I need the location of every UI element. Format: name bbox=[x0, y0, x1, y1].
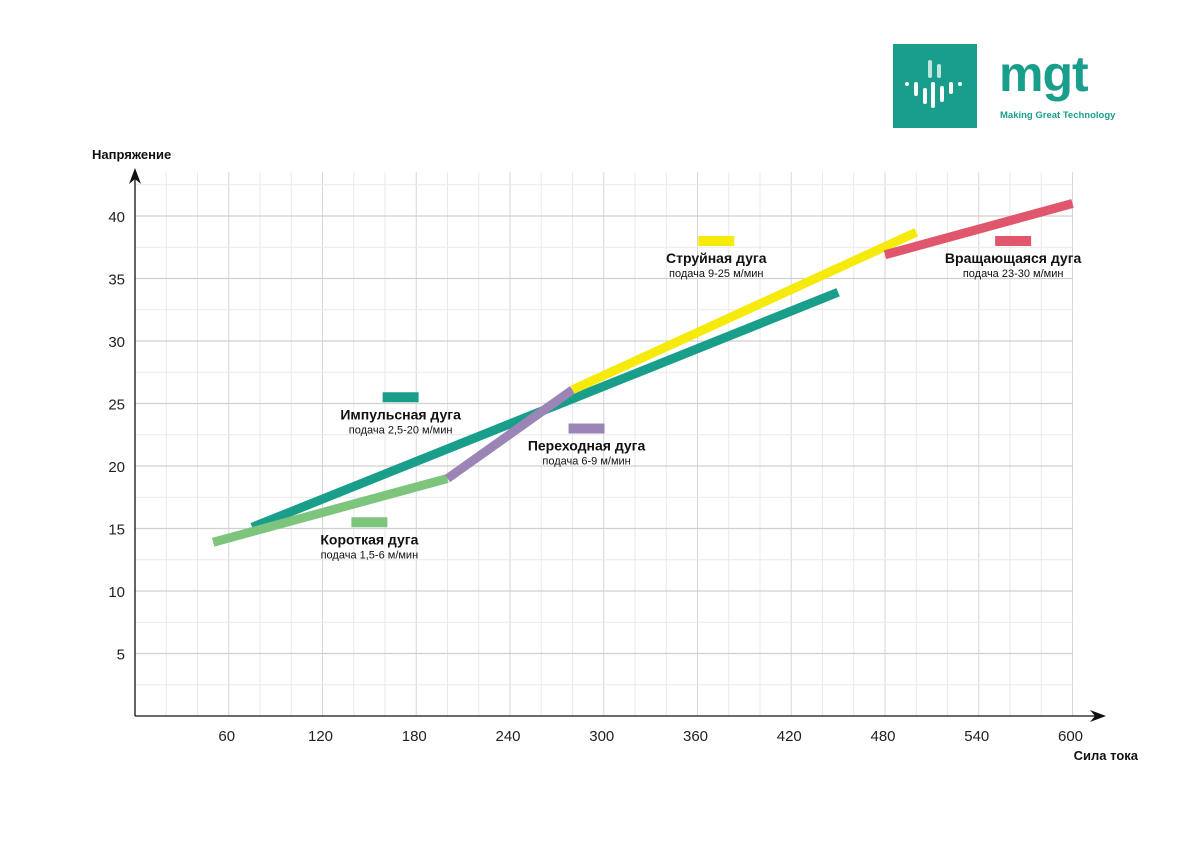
y-tick-label: 25 bbox=[108, 397, 125, 414]
x-tick-label: 60 bbox=[218, 728, 235, 745]
y-axis-arrow-icon bbox=[129, 168, 141, 184]
series-line bbox=[883, 199, 1074, 260]
series-line bbox=[444, 386, 576, 483]
series-label: Импульсная дуга bbox=[340, 406, 461, 422]
y-axis-title: Напряжение bbox=[92, 147, 171, 162]
y-tick-label: 5 bbox=[117, 647, 125, 664]
legend-swatch bbox=[995, 236, 1032, 246]
y-tick-label: 35 bbox=[108, 272, 125, 289]
legend-swatch bbox=[698, 236, 735, 246]
series-label: Переходная дуга bbox=[528, 438, 646, 454]
y-tick-label: 40 bbox=[108, 209, 125, 226]
series-sublabel: подача 1,5-6 м/мин bbox=[321, 549, 419, 561]
chart-series bbox=[211, 199, 1074, 547]
series-sublabel: подача 6-9 м/мин bbox=[542, 456, 630, 468]
chart-axes bbox=[129, 168, 1106, 722]
series-sublabel: подача 23-30 м/мин bbox=[963, 268, 1064, 280]
series-line bbox=[211, 474, 449, 547]
brand-logo: mgt Making Great Technology bbox=[893, 44, 1133, 130]
x-tick-label: 420 bbox=[777, 728, 802, 745]
logo-wordmark: mgt bbox=[999, 46, 1089, 102]
x-axis-arrow-icon bbox=[1090, 710, 1106, 722]
legend-swatch bbox=[382, 392, 419, 403]
chart-ticks: 60 120 180 240 300 360 420 480 540 600 5 10 15 20 25 30… bbox=[108, 209, 1083, 745]
logo-tagline: Making Great Technology bbox=[1000, 110, 1116, 121]
x-tick-label: 120 bbox=[308, 728, 333, 745]
logo-bars-icon bbox=[905, 60, 962, 108]
x-tick-label: 360 bbox=[683, 728, 708, 745]
x-tick-label: 540 bbox=[964, 728, 989, 745]
x-tick-label: 240 bbox=[495, 728, 520, 745]
logo-mark bbox=[893, 44, 977, 128]
series-line bbox=[570, 228, 919, 394]
series-label: Вращающаяся дуга bbox=[945, 250, 1082, 266]
x-tick-label: 180 bbox=[402, 728, 427, 745]
y-tick-label: 10 bbox=[108, 584, 125, 601]
y-tick-label: 30 bbox=[108, 334, 125, 351]
series-label: Короткая дуга bbox=[320, 531, 418, 547]
x-tick-label: 480 bbox=[870, 728, 895, 745]
chart-grid bbox=[135, 172, 1073, 716]
x-axis-title: Сила тока bbox=[1074, 748, 1139, 763]
x-tick-label: 300 bbox=[589, 728, 614, 745]
series-label: Струйная дуга bbox=[666, 250, 767, 266]
x-tick-label: 600 bbox=[1058, 728, 1083, 745]
legend-swatch bbox=[351, 517, 388, 528]
y-tick-label: 20 bbox=[108, 459, 125, 476]
y-tick-label: 15 bbox=[108, 522, 125, 539]
legend-swatch bbox=[568, 423, 605, 434]
chart-labels: Импульсная дуга подача 2,5-20 м/мин Коротк… bbox=[320, 236, 1082, 561]
series-sublabel: подача 2,5-20 м/мин bbox=[349, 424, 453, 436]
series-sublabel: подача 9-25 м/мин bbox=[669, 268, 764, 280]
